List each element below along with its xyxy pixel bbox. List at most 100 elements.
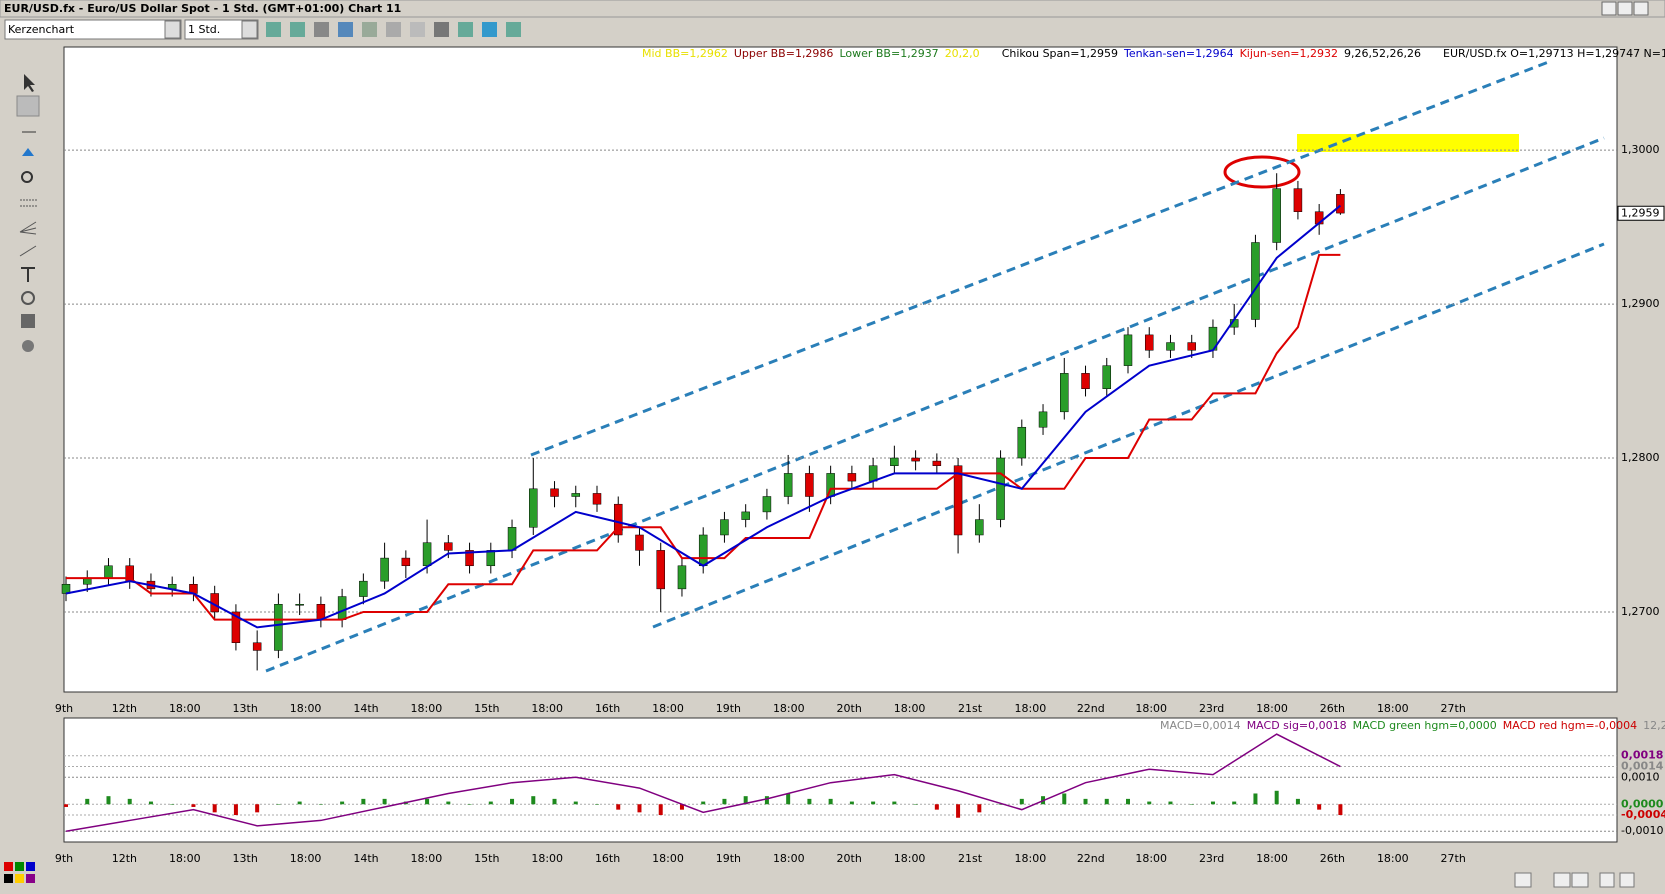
candle-body <box>337 596 347 620</box>
legend-entry: Chikou Span=1,2959 <box>1002 47 1118 60</box>
color-swatch[interactable] <box>26 874 35 883</box>
histogram-bar <box>318 804 323 805</box>
candle-body <box>231 611 241 643</box>
legend-entry: MACD red hgm=-0,0004 <box>1503 719 1637 732</box>
legend-entry: EUR/USD.fx O=1,29713 H=1,29747 N=1,29580… <box>1443 47 1665 60</box>
y-tick-label: 0,0010 <box>1621 770 1660 783</box>
tool-icon[interactable] <box>266 22 281 37</box>
color-swatch[interactable] <box>15 874 24 883</box>
x-tick-label: 18:00 <box>894 702 926 715</box>
candle-body <box>996 457 1005 520</box>
histogram-bar <box>446 801 451 805</box>
candle-body <box>316 604 326 620</box>
candle-body <box>380 557 389 582</box>
candle-body <box>359 580 368 597</box>
candle-body <box>1060 373 1069 413</box>
macd-plot-area <box>63 717 1618 843</box>
candle-body <box>698 534 708 567</box>
histogram-bar <box>552 798 557 805</box>
maximize-button[interactable] <box>1617 1 1633 16</box>
x-tick-label: 16th <box>595 702 620 715</box>
close-button[interactable] <box>1633 1 1649 16</box>
histogram-bar <box>1210 801 1215 805</box>
x-tick-label: 18:00 <box>1256 852 1288 865</box>
tool-icon[interactable] <box>482 22 497 37</box>
zoom-out[interactable] <box>1619 872 1635 888</box>
tool-icon[interactable] <box>314 22 329 37</box>
channel-tool[interactable] <box>19 245 37 257</box>
tool-icon[interactable] <box>506 22 521 37</box>
fan-tool[interactable] <box>19 221 37 235</box>
tool-icon[interactable] <box>362 22 377 37</box>
x-tick-label: 26th <box>1320 852 1345 865</box>
tool-icon[interactable] <box>290 22 305 37</box>
tool-icon[interactable] <box>410 22 425 37</box>
alarm-tool[interactable] <box>21 291 35 305</box>
channel-line <box>652 242 1605 629</box>
histogram-bar <box>64 804 68 807</box>
tool-icon[interactable] <box>386 22 401 37</box>
title-bar <box>0 0 1665 18</box>
histogram-bar <box>956 804 961 818</box>
x-tick-label: 18:00 <box>290 702 322 715</box>
color-swatch[interactable] <box>4 874 13 883</box>
hand-tool[interactable] <box>16 95 40 117</box>
color-swatch[interactable] <box>4 862 13 871</box>
candle-body <box>401 557 411 567</box>
x-tick-label: 18:00 <box>1015 702 1047 715</box>
tool-icon[interactable] <box>434 22 449 37</box>
candle-body <box>252 642 262 651</box>
histogram-bar <box>1295 798 1300 805</box>
timeframe-dropdown[interactable] <box>184 19 259 40</box>
status-bar <box>0 871 1665 890</box>
histogram-bar <box>1232 801 1237 805</box>
calc-tool[interactable] <box>21 314 35 328</box>
color-swatch[interactable] <box>15 862 24 871</box>
candle-body <box>635 534 644 551</box>
scroll-home[interactable] <box>1553 872 1571 888</box>
chart-type-value: Kerzenchart <box>8 23 75 36</box>
legend-entry: 9,26,52,26,26 <box>1344 47 1421 60</box>
candle-body <box>1144 334 1154 351</box>
histogram-bar <box>276 804 281 805</box>
color-swatch[interactable] <box>26 862 35 871</box>
text-tool[interactable] <box>21 267 35 282</box>
x-tick-label: 19th <box>716 702 741 715</box>
candle-body <box>868 465 878 482</box>
indicator-line <box>66 253 1341 621</box>
x-tick-label: 18:00 <box>773 852 805 865</box>
arrow-tool[interactable] <box>22 148 34 156</box>
x-tick-label: 18:00 <box>1377 702 1409 715</box>
candle-body <box>1081 373 1090 389</box>
x-tick-label: 18:00 <box>1135 852 1167 865</box>
x-tick-label: 18:00 <box>1256 702 1288 715</box>
zoom-in[interactable] <box>1599 872 1615 888</box>
scroll-right[interactable] <box>1571 872 1589 888</box>
tool-icon[interactable] <box>458 22 473 37</box>
candle-body <box>295 604 304 606</box>
scroll-left[interactable] <box>1514 872 1532 888</box>
minimize-button[interactable] <box>1601 1 1617 16</box>
dropdown-arrow[interactable] <box>241 20 258 39</box>
candle-body <box>486 550 496 567</box>
x-tick-label: 27th <box>1441 852 1466 865</box>
globe-tool[interactable] <box>22 340 34 352</box>
value-marker-label: 0,0014 <box>1621 760 1664 773</box>
candle-body <box>104 565 113 579</box>
x-tick-label: 9th <box>55 702 73 715</box>
histogram-bar <box>913 804 918 805</box>
left-toolbar-bg <box>16 72 40 352</box>
chart-type-dropdown[interactable] <box>4 19 182 40</box>
x-tick-label: 21st <box>958 702 983 715</box>
pointer-tool[interactable] <box>24 74 35 92</box>
tool-icon[interactable] <box>338 22 353 37</box>
x-tick-label: 18:00 <box>894 852 926 865</box>
histogram-bar <box>510 798 515 805</box>
toolbar-icons <box>266 22 521 37</box>
indicator-line <box>65 204 1342 629</box>
dropdown-arrow[interactable] <box>164 20 181 39</box>
histogram-bar <box>849 801 854 805</box>
zoom-tool[interactable] <box>21 171 33 183</box>
value-marker-label: 0,0018 <box>1621 749 1663 762</box>
